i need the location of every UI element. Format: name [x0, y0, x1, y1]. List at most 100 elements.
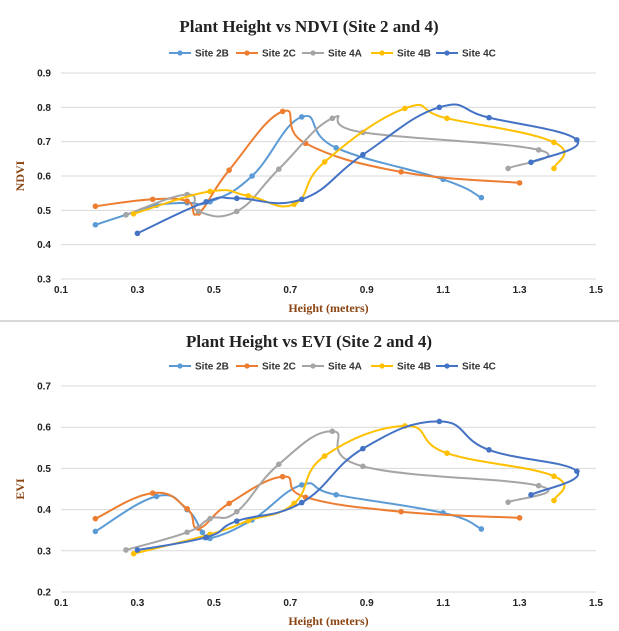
- legend-label: Site 2B: [195, 362, 229, 373]
- chart-title: Plant Height vs NDVI (Site 2 and 4): [179, 17, 438, 36]
- data-point: [528, 159, 534, 166]
- data-point: [149, 196, 156, 203]
- data-point: [291, 500, 297, 507]
- legend-item-site-2c: Site 2C: [236, 49, 296, 60]
- x-tick-label: 0.1: [54, 598, 68, 609]
- data-point: [402, 105, 408, 112]
- data-point: [130, 550, 137, 557]
- data-point: [123, 547, 129, 553]
- data-point: [551, 139, 557, 146]
- data-point: [233, 518, 240, 524]
- legend-item-site-2c: Site 2C: [236, 362, 296, 373]
- data-point: [505, 165, 511, 172]
- data-point: [276, 461, 282, 468]
- data-point: [436, 104, 443, 111]
- x-tick-label: 1.1: [436, 598, 450, 609]
- data-point: [398, 169, 404, 175]
- series-site-2c: [92, 473, 523, 531]
- legend-item-site-2b: Site 2B: [169, 362, 229, 373]
- legend-marker: [177, 363, 183, 369]
- series-site-2c: [92, 108, 523, 216]
- legend-label: Site 4B: [397, 362, 431, 373]
- x-axis-label: Height (meters): [288, 301, 368, 315]
- x-tick-label: 1.5: [589, 598, 603, 609]
- y-tick-label: 0.7: [37, 137, 51, 148]
- data-point: [130, 210, 137, 217]
- x-tick-label: 0.7: [283, 285, 297, 296]
- series-site-4a: [123, 428, 550, 553]
- series-line-site-4a: [125, 430, 550, 551]
- legend-item-site-4b: Site 4B: [371, 49, 431, 60]
- data-point: [207, 515, 213, 522]
- legend-marker: [310, 363, 316, 369]
- data-point: [134, 230, 141, 237]
- series-site-4b: [130, 103, 566, 217]
- series-line-site-4c: [136, 103, 580, 235]
- data-point: [203, 198, 210, 205]
- legend-label: Site 2B: [195, 49, 229, 60]
- legend-marker: [444, 50, 450, 56]
- legend-marker: [379, 50, 385, 56]
- y-axis-label: NDVI: [13, 160, 27, 191]
- data-point: [535, 482, 542, 489]
- legend-marker: [244, 363, 250, 369]
- x-tick-label: 0.9: [360, 285, 374, 296]
- data-point: [184, 505, 190, 512]
- x-tick-label: 1.3: [513, 598, 527, 609]
- data-point: [321, 159, 328, 165]
- series-line-site-2b: [94, 114, 483, 226]
- data-point: [123, 211, 129, 218]
- chart-title: Plant Height vs EVI (Site 2 and 4): [186, 332, 432, 351]
- data-point: [298, 499, 305, 506]
- data-point: [226, 167, 232, 173]
- data-point: [279, 473, 286, 480]
- data-point: [298, 196, 305, 203]
- data-point: [153, 493, 160, 500]
- data-point: [360, 463, 366, 470]
- chart-divider: [0, 320, 619, 322]
- legend-label: Site 2C: [262, 49, 296, 60]
- legend-label: Site 4A: [328, 362, 362, 373]
- x-tick-label: 1.5: [589, 285, 603, 296]
- data-point: [505, 499, 511, 505]
- x-tick-label: 1.3: [513, 285, 527, 296]
- x-tick-label: 0.3: [130, 598, 144, 609]
- data-point: [444, 115, 450, 122]
- data-point: [333, 145, 339, 151]
- data-point: [551, 165, 557, 172]
- data-point: [329, 428, 336, 435]
- series-line-site-2c: [94, 475, 521, 530]
- data-point: [195, 208, 202, 215]
- legend-item-site-4c: Site 4C: [436, 362, 496, 373]
- legend-label: Site 4C: [462, 362, 496, 373]
- legend-marker: [177, 50, 183, 56]
- legend-item-site-4a: Site 4A: [302, 49, 362, 60]
- data-point: [360, 151, 366, 158]
- data-point: [92, 221, 99, 228]
- data-point: [92, 515, 99, 522]
- x-tick-label: 0.5: [207, 285, 221, 296]
- legend-marker: [310, 50, 316, 56]
- data-point: [298, 114, 305, 120]
- y-tick-label: 0.5: [37, 464, 51, 475]
- ndvi-chart: Plant Height vs NDVI (Site 2 and 4) Site …: [13, 17, 603, 315]
- x-tick-label: 0.3: [130, 285, 144, 296]
- data-point: [233, 208, 240, 215]
- series-site-4c: [134, 418, 580, 553]
- data-point: [574, 468, 580, 475]
- data-point: [203, 534, 210, 541]
- data-point: [516, 180, 523, 186]
- y-tick-label: 0.9: [37, 69, 51, 80]
- y-tick-label: 0.2: [37, 588, 51, 599]
- data-point: [149, 490, 156, 496]
- data-point: [478, 194, 485, 201]
- series-site-4c: [134, 103, 580, 237]
- y-tick-label: 0.6: [37, 423, 51, 434]
- legend-label: Site 4C: [462, 49, 496, 60]
- y-tick-label: 0.8: [37, 103, 51, 114]
- x-tick-label: 0.1: [54, 285, 68, 296]
- data-point: [551, 497, 557, 504]
- data-point: [184, 198, 190, 204]
- x-tick-label: 0.5: [207, 598, 221, 609]
- data-point: [486, 447, 492, 453]
